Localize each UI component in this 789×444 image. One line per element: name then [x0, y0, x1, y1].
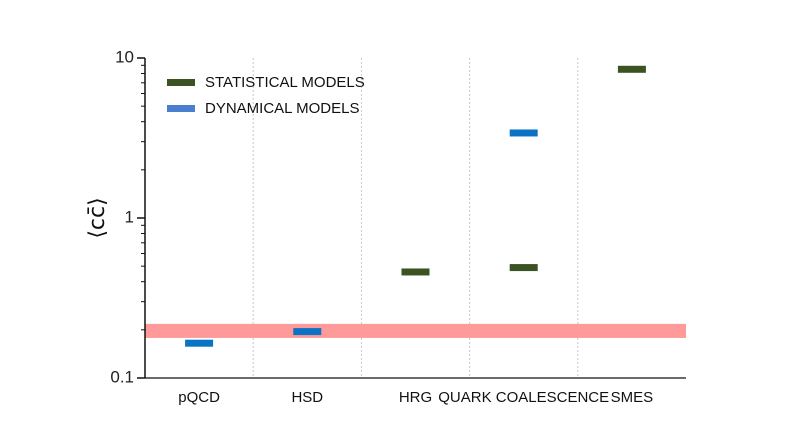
mark-dynamical-models-quark-coalescence [509, 129, 538, 137]
category-label-hrg: HRG [399, 389, 432, 406]
legend-label-statistical-models: STATISTICAL MODELS [205, 74, 365, 91]
category-label-smes: SMES [611, 389, 654, 406]
legend-swatch-dynamical-models [167, 105, 195, 112]
mark-statistical-models-hrg [401, 268, 430, 276]
experimental-band [145, 323, 686, 338]
mark-statistical-models-smes [617, 65, 646, 73]
y-tick-label: 10 [115, 47, 134, 66]
category-label-quark-coalescence: QUARK COALESCENCE [438, 389, 609, 406]
separator-gridlines [252, 58, 579, 378]
mark-dynamical-models-pqcd [185, 339, 214, 347]
measurement-band [145, 323, 686, 338]
legend-label-dynamical-models: DYNAMICAL MODELS [205, 100, 359, 117]
y-tick-label: 0.1 [110, 367, 134, 386]
data-marks [185, 65, 646, 347]
legend: STATISTICAL MODELS DYNAMICAL MODELS [167, 74, 365, 117]
mark-statistical-models-quark-coalescence [509, 264, 538, 272]
category-label-pqcd: pQCD [178, 389, 220, 406]
y-axis-label: ⟨cc̄⟩ [85, 197, 110, 238]
y-ticks: 0.1 1 10 [110, 47, 145, 386]
category-label-hsd: HSD [291, 389, 323, 406]
mark-dynamical-models-hsd [293, 328, 322, 336]
legend-swatch-statistical-models [167, 79, 195, 86]
x-category-labels: pQCD HSD HRG QUARK COALESCENCE SMES [178, 389, 653, 406]
y-tick-label: 1 [125, 207, 134, 226]
